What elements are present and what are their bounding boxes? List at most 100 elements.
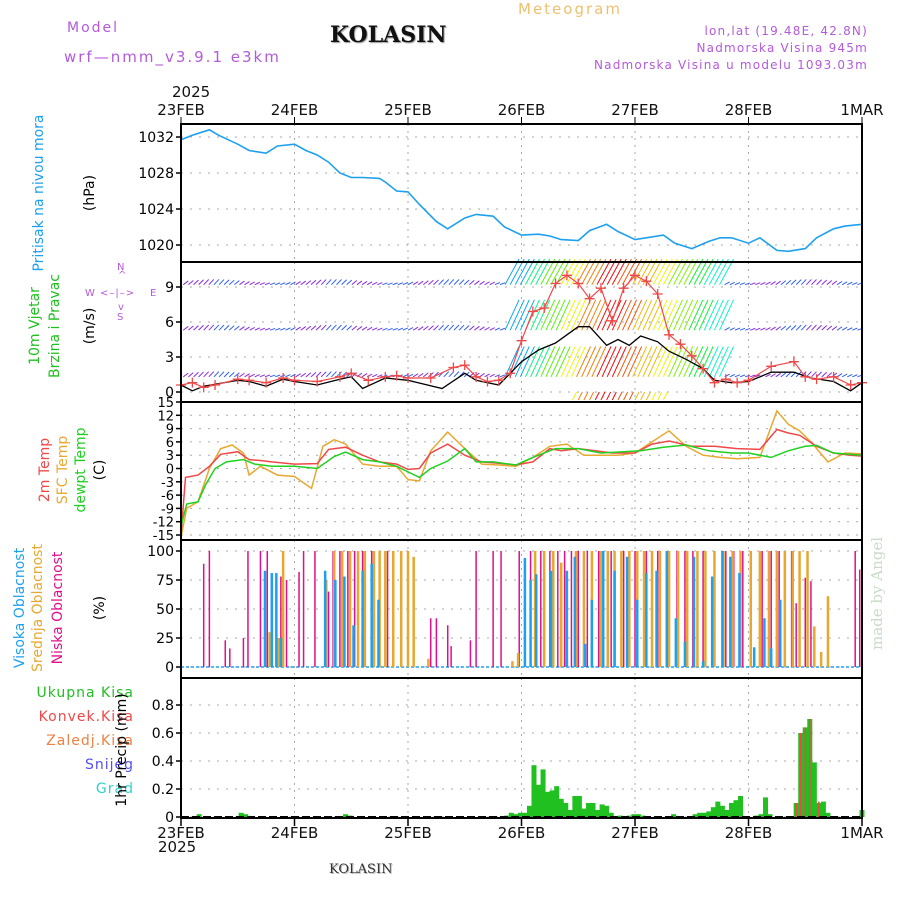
wind-barb-10m xyxy=(591,346,607,378)
wind-barb-10m xyxy=(550,346,566,378)
cloud-low-bar xyxy=(347,551,349,667)
wind-barb-10m xyxy=(775,372,782,378)
cloud-high-bar xyxy=(779,599,782,667)
cloud-high-bar xyxy=(573,556,577,667)
wind-barb-10m xyxy=(565,346,581,378)
cloud-high-bar xyxy=(343,576,346,667)
cloud-low-bar xyxy=(725,551,727,667)
precip-total-bar xyxy=(728,803,734,817)
wind-barb-upper-level xyxy=(315,279,322,286)
wind-barb-upper-level xyxy=(555,258,571,285)
precip-total-bar xyxy=(549,790,555,817)
cloud-high-bar xyxy=(549,570,553,667)
wind-barb-mid-level xyxy=(356,326,363,331)
cloud-mid-bar xyxy=(559,562,563,667)
cloud-low-bar xyxy=(280,576,282,667)
wind-barb-mid-level xyxy=(407,327,414,331)
precip-total-bar xyxy=(692,814,698,817)
wind-barb-lower xyxy=(645,391,651,401)
precip-total-bar xyxy=(540,769,546,817)
cloud-low-bar xyxy=(450,646,452,667)
wind-barb-lower xyxy=(572,391,578,401)
wind-barb-upper-level xyxy=(351,280,358,286)
wind-barb-mid-level xyxy=(514,299,530,331)
precip-total-bar xyxy=(517,812,523,817)
wind-barb-mid-level xyxy=(637,299,653,331)
wind-barb-mid-level xyxy=(188,325,194,331)
wind-barb-mid-level xyxy=(795,324,802,331)
wind-speed-marker xyxy=(363,375,374,386)
precip-total-bar xyxy=(595,810,601,817)
wind-barb-upper-level xyxy=(632,258,648,285)
precip-total-bar xyxy=(243,814,249,817)
wind-barb-10m xyxy=(693,346,709,378)
precip-convective-bar xyxy=(808,719,811,817)
wind-barb-mid-level xyxy=(647,299,663,331)
wind-barb-mid-level xyxy=(453,324,460,331)
wind-barb-10m xyxy=(499,374,506,378)
wind-barb-upper-level xyxy=(499,282,506,286)
wind-barb-mid-level xyxy=(816,324,822,331)
wind-barb-upper-level xyxy=(565,258,581,285)
precip-total-bar xyxy=(715,801,721,817)
y-tick-label: 75 xyxy=(156,573,174,589)
lon-lat-label: lon,lat (19.48E, 42.8N) xyxy=(704,24,868,38)
cloud-mid-bar xyxy=(650,551,654,667)
wind-barb-upper-level xyxy=(847,281,853,286)
wind-barb-10m xyxy=(750,374,756,378)
wind-barb-mid-level xyxy=(193,325,199,331)
cloud-mid-bar xyxy=(713,551,716,667)
wind-barb-upper-level xyxy=(693,258,709,285)
cloud-high-bar xyxy=(721,551,724,667)
cloud-high-bar xyxy=(377,599,380,667)
wind-speed-marker xyxy=(698,363,709,374)
wind-barb-mid-level xyxy=(218,324,225,331)
wind-barb-upper-level xyxy=(479,280,485,286)
cloud-high-bar xyxy=(710,576,714,667)
wind-barb-mid-level xyxy=(755,327,761,331)
wind-barb-10m xyxy=(688,346,704,378)
wind-barb-10m xyxy=(642,346,658,378)
wind-barb-10m xyxy=(188,372,194,378)
wind-barb-upper-level xyxy=(494,282,501,286)
wind-barb-10m xyxy=(310,371,317,378)
cloud-low-bar xyxy=(242,638,245,667)
wind-barb-10m xyxy=(259,374,266,378)
wind-barb-mid-level xyxy=(785,325,792,331)
wind-barb-mid-level xyxy=(341,324,347,331)
cloud-high-bar xyxy=(270,573,274,667)
wind-barb-10m xyxy=(555,346,571,378)
legend-snow: Snijeg xyxy=(84,757,134,773)
wind-barb-10m xyxy=(540,346,556,378)
wind-barb-upper-level xyxy=(366,281,373,286)
wind-speed-marker xyxy=(448,362,459,373)
y-tick-label: 0 xyxy=(165,810,174,826)
wind-barb-10m xyxy=(673,346,689,378)
wind-barb-10m xyxy=(412,373,419,378)
wind-barb-upper-level xyxy=(182,280,189,286)
compass-arrow-down-icon: v xyxy=(118,302,124,313)
cloud-high-bar xyxy=(613,570,616,667)
wind-barb-upper-level xyxy=(775,280,782,286)
wind-barb-upper-level xyxy=(683,258,699,285)
cloud-low-bar xyxy=(259,551,262,667)
y-tick-label: 50 xyxy=(156,602,174,618)
cloud-low-bar xyxy=(634,551,636,667)
cloud-mid-bar xyxy=(268,632,271,667)
wind-speed-marker xyxy=(766,361,777,372)
wind-barb-upper-level xyxy=(428,279,434,286)
cloud-mid-bar xyxy=(658,551,662,667)
precip-total-bar xyxy=(631,814,637,817)
cloud-mid-bar xyxy=(427,658,430,667)
wind-barb-upper-level xyxy=(525,258,540,285)
wind-barb-upper-level xyxy=(198,279,204,286)
wind-speed-marker xyxy=(664,329,675,340)
wind-speed-marker xyxy=(198,382,209,393)
wind-barb-10m xyxy=(770,373,776,378)
wind-speed-marker xyxy=(289,375,300,386)
legend-freezing-rain: Zaledj.Kisa xyxy=(46,733,134,749)
wind-barb-upper-level xyxy=(218,279,225,286)
cloud-mid-bar xyxy=(412,556,415,667)
wind-barb-10m xyxy=(484,373,490,378)
x-tick-label-bottom: 1MAR xyxy=(840,824,883,842)
